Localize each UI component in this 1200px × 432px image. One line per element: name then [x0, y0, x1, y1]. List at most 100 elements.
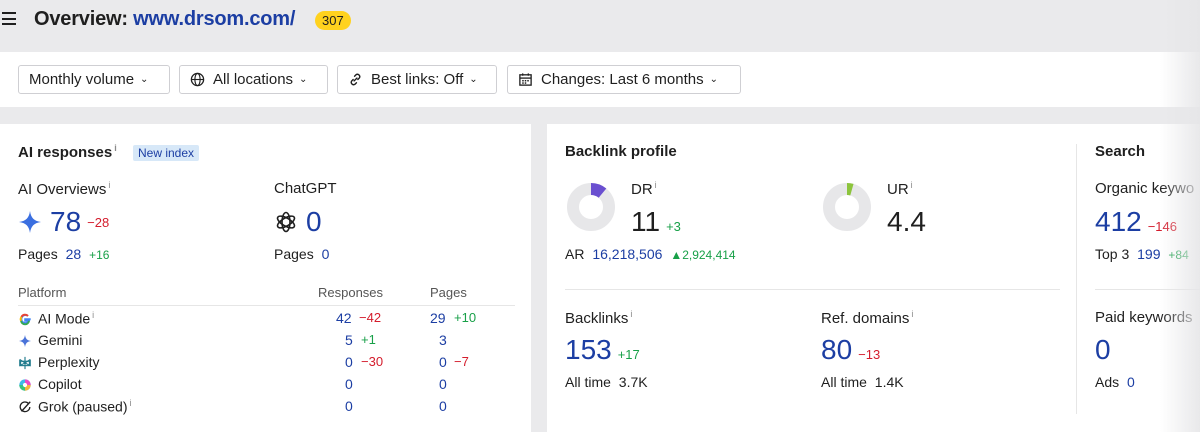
alltime-value: 3.7K: [618, 374, 648, 390]
backlink-search-panel: Backlink profile DR i 11 +3 UR i 4.4 AR 16,…: [547, 124, 1200, 432]
platform-name: Grok (paused) i: [38, 398, 131, 415]
backlinks-value[interactable]: 153: [565, 334, 612, 365]
changes-label: Changes: Last 6 months: [541, 71, 704, 88]
pages-value[interactable]: 29: [430, 310, 446, 326]
chatgpt-value[interactable]: 0: [306, 206, 322, 237]
ar-value[interactable]: 16,218,506: [592, 246, 663, 262]
locations-label: All locations: [213, 71, 294, 88]
organic-keywords-delta: −146: [1147, 219, 1178, 234]
paid-keywords-label: Paid keywords: [1095, 309, 1193, 326]
paid-keywords-value[interactable]: 0: [1095, 334, 1111, 365]
best-links-dropdown[interactable]: Best links: Off ⌄: [337, 65, 497, 94]
ref-domains-label-text: Ref. domains: [821, 310, 910, 327]
platform-name: AI Mode i: [38, 310, 94, 327]
pages-value[interactable]: 3: [439, 332, 447, 348]
new-index-badge: New index: [133, 145, 200, 161]
pages-value[interactable]: 28: [65, 246, 82, 262]
responses-delta: +1: [361, 332, 376, 347]
grok-icon: [19, 401, 31, 413]
section-divider: [565, 289, 1060, 290]
pages-value[interactable]: 0: [439, 398, 447, 414]
dr-delta: +3: [666, 219, 681, 234]
pages-delta: −7: [454, 354, 469, 369]
filter-bar: Monthly volume ⌄ All locations ⌄ Best link…: [0, 52, 1200, 107]
locations-dropdown[interactable]: All locations ⌄: [179, 65, 328, 94]
ai-overviews-delta: −28: [87, 214, 110, 230]
chevron-down-icon: ⌄: [469, 74, 478, 85]
copilot-icon: [19, 379, 31, 391]
ai-overviews-label-text: AI Overviews: [18, 181, 107, 198]
top3-value[interactable]: 199: [1137, 246, 1161, 262]
ur-label: UR i: [887, 180, 913, 198]
ar-delta-value: 2,924,414: [682, 248, 736, 262]
triangle-up-icon: ▲: [670, 248, 683, 262]
platform-name: Gemini: [38, 332, 83, 348]
page-header: Overview: www.drsom.com/ 307: [0, 0, 1200, 42]
responses-value[interactable]: 0: [345, 354, 353, 370]
organic-keywords-value[interactable]: 412: [1095, 206, 1142, 237]
table-row-gemini: Gemini 5 +1 3: [18, 332, 515, 354]
pages-column-header[interactable]: Pages: [430, 285, 467, 300]
backlink-profile-title: Backlink profile: [565, 143, 677, 160]
pages-value[interactable]: 0: [439, 376, 447, 392]
info-icon[interactable]: i: [108, 180, 111, 190]
ar-row: AR 16,218,506 ▲2,924,414: [565, 246, 736, 262]
info-icon[interactable]: i: [630, 309, 633, 319]
chatgpt-logo-icon: [276, 211, 296, 233]
dr-label: DR i: [631, 180, 657, 198]
ur-gauge: [823, 183, 871, 231]
info-icon[interactable]: i: [92, 310, 95, 320]
info-icon[interactable]: i: [654, 180, 657, 190]
responses-value[interactable]: 5: [345, 332, 353, 348]
platform-column-header: Platform: [18, 285, 67, 300]
ref-domains-alltime: All time 1.4K: [821, 374, 904, 390]
ai-overviews-value[interactable]: 78: [50, 206, 82, 237]
ref-domains-delta: −13: [858, 347, 881, 362]
search-divider: [1095, 289, 1200, 290]
chatgpt-metric: 0: [274, 206, 322, 238]
ur-gauge-fill: [823, 183, 871, 231]
site-url[interactable]: www.drsom.com/: [133, 8, 296, 30]
backlinks-label-text: Backlinks: [565, 310, 629, 327]
responses-column-header[interactable]: Responses: [318, 285, 384, 300]
pages-label: Pages: [274, 246, 314, 262]
changes-dropdown[interactable]: Changes: Last 6 months ⌄: [507, 65, 741, 94]
info-icon[interactable]: i: [129, 398, 132, 408]
alltime-value: 1.4K: [874, 374, 904, 390]
ref-domains-metric: 80 −13: [821, 334, 880, 366]
info-icon[interactable]: i: [911, 309, 914, 319]
responses-value[interactable]: 42: [336, 310, 352, 326]
pages-delta: +16: [89, 248, 110, 262]
best-links-label: Best links: Off: [371, 71, 464, 88]
backlinks-alltime: All time 3.7K: [565, 374, 648, 390]
top3-delta: +84: [1168, 248, 1189, 262]
responses-value[interactable]: 0: [345, 398, 353, 414]
ai-overviews-pages: Pages 28 +16: [18, 246, 109, 262]
responses-value[interactable]: 0: [345, 376, 353, 392]
chatgpt-label: ChatGPT: [274, 180, 337, 197]
backlinks-label: Backlinks i: [565, 309, 632, 327]
platform-name-text: AI Mode: [38, 310, 91, 327]
ads-label: Ads: [1095, 374, 1120, 390]
table-row-copilot: Copilot 0 0: [18, 376, 515, 398]
pages-value[interactable]: 0: [439, 354, 447, 370]
backlinks-delta: +17: [617, 347, 640, 362]
menu-icon[interactable]: [2, 12, 16, 25]
chatgpt-pages: Pages 0: [274, 246, 329, 262]
pages-label: Pages: [18, 246, 58, 262]
table-header-divider: [18, 305, 515, 306]
google-icon: [19, 313, 31, 326]
pages-value[interactable]: 0: [321, 246, 330, 262]
ads-value[interactable]: 0: [1127, 374, 1135, 390]
chevron-down-icon: ⌄: [299, 74, 308, 85]
dr-value: 11: [631, 206, 661, 237]
monthly-volume-dropdown[interactable]: Monthly volume ⌄: [18, 65, 170, 94]
page-title: Overview: www.drsom.com/: [34, 8, 295, 31]
ai-overviews-label: AI Overviews i: [18, 180, 110, 198]
ref-domains-value[interactable]: 80: [821, 334, 853, 365]
search-title: Search: [1095, 143, 1146, 160]
info-icon[interactable]: i: [114, 143, 117, 153]
ar-delta: ▲2,924,414: [670, 248, 735, 262]
info-icon[interactable]: i: [910, 180, 913, 190]
top3-label: Top 3: [1095, 246, 1130, 262]
